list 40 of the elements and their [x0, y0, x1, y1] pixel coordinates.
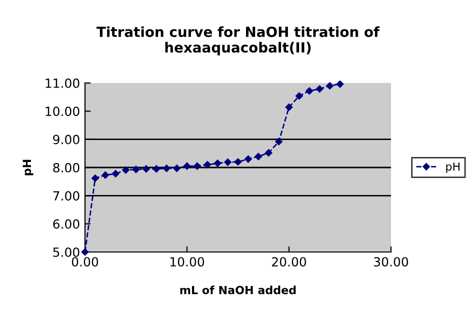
- point: [204, 161, 212, 168]
- point: [183, 162, 191, 170]
- point: [92, 174, 99, 182]
- y-tick-label: 10.00: [46, 106, 80, 116]
- point: [132, 166, 140, 174]
- point: [264, 149, 272, 156]
- y-tick-label: 11.00: [46, 78, 80, 88]
- point: [122, 166, 130, 174]
- point: [285, 104, 293, 111]
- point: [336, 80, 344, 88]
- point: [275, 138, 282, 146]
- point: [152, 165, 160, 173]
- legend-label: pH: [446, 162, 460, 173]
- point: [194, 162, 201, 170]
- point: [296, 92, 303, 100]
- point: [162, 164, 170, 172]
- point: [214, 160, 222, 167]
- x-tick-label: 30.00: [374, 257, 408, 267]
- x-tick-label: 0.00: [72, 257, 98, 267]
- y-tick-label: 6.00: [53, 219, 80, 229]
- point: [173, 164, 180, 172]
- point: [254, 152, 262, 160]
- x-tick-label: 10.00: [170, 257, 204, 267]
- point: [102, 171, 110, 179]
- y-axis-title: pH: [22, 160, 34, 176]
- point: [316, 85, 324, 93]
- point: [306, 87, 314, 95]
- point: [326, 82, 334, 90]
- point: [244, 155, 252, 163]
- point: [112, 170, 120, 178]
- chart-title: Titration curve for NaOH titration of hexaaquacobalt(II): [96, 26, 380, 56]
- x-axis-title: mL of NaOH added: [180, 286, 296, 294]
- y-tick-label: 8.00: [53, 162, 80, 172]
- point: [224, 158, 232, 166]
- y-tick-label: 7.00: [53, 191, 80, 201]
- x-tick-label: 20.00: [272, 257, 306, 267]
- point: [234, 158, 242, 166]
- y-tick-label: 5.00: [53, 247, 80, 257]
- y-tick-label: 9.00: [53, 134, 80, 144]
- point: [142, 165, 150, 173]
